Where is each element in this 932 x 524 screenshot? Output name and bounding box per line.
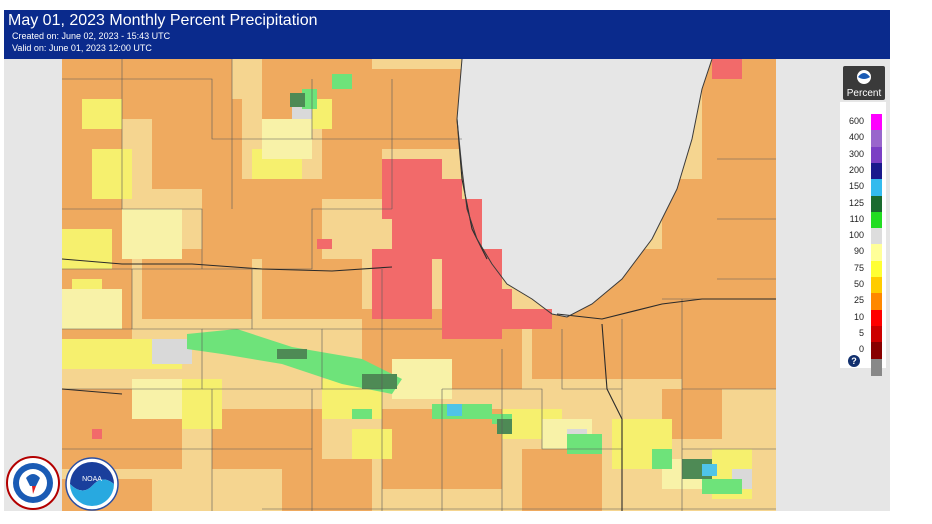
legend-swatch — [871, 293, 882, 311]
legend-swatch — [871, 195, 882, 213]
legend-label: 100 — [848, 230, 864, 241]
legend-swatch — [871, 146, 882, 164]
legend-label: 50 — [853, 279, 864, 289]
legend-swatch — [871, 162, 882, 180]
legend-swatch — [871, 244, 882, 262]
legend-label: 0 — [858, 344, 864, 355]
legend-label: 400 — [848, 132, 864, 143]
lake-michigan — [457, 59, 712, 317]
county-borders — [62, 59, 776, 511]
legend-swatch — [871, 309, 882, 327]
legend-label: 25 — [853, 295, 864, 306]
legend-swatch — [871, 211, 882, 229]
map-title: May 01, 2023 Monthly Percent Precipitati… — [8, 12, 318, 29]
legend-swatch — [871, 277, 882, 294]
legend-swatch — [871, 260, 882, 278]
legend-swatch — [871, 228, 882, 246]
legend-label: 200 — [848, 164, 864, 175]
noaa-emblem-icon — [857, 70, 871, 84]
legend-label: 300 — [848, 148, 864, 159]
precipitation-map[interactable] — [62, 59, 776, 511]
lake-shoreline — [456, 59, 713, 318]
well-above-normal-areas — [277, 93, 712, 479]
legend-label: 150 — [848, 181, 864, 192]
legend-swatch — [871, 342, 882, 360]
valid-timestamp: Valid on: June 01, 2023 12:00 UTC — [12, 43, 152, 53]
legend-swatch — [871, 179, 882, 197]
legend-label: 125 — [848, 197, 864, 208]
noaa-logo-text: NOAA — [82, 476, 102, 483]
question-icon[interactable]: ? — [848, 355, 860, 367]
legend-swatch — [871, 114, 882, 131]
legend-label: 5 — [858, 327, 864, 338]
created-timestamp: Created on: June 02, 2023 - 15:43 UTC — [12, 31, 171, 41]
legend-label: 600 — [848, 116, 864, 126]
legend-swatch — [871, 325, 882, 343]
legend-noaa-emblem-icon — [843, 66, 885, 100]
map-header: May 01, 2023 Monthly Percent Precipitati… — [4, 10, 890, 59]
legend-label: 90 — [853, 246, 864, 257]
much-above-normal-areas — [447, 404, 717, 476]
noaa-logo-icon: NOAA — [64, 456, 120, 512]
legend-swatch — [871, 130, 882, 148]
nws-logo-icon — [6, 456, 60, 510]
legend-label: 10 — [853, 311, 864, 322]
legend-label: 75 — [853, 262, 864, 273]
legend-title: Percent — [846, 88, 882, 99]
legend-swatch — [871, 358, 882, 376]
legend-label: 110 — [849, 213, 864, 224]
map-canvas[interactable] — [62, 59, 776, 511]
